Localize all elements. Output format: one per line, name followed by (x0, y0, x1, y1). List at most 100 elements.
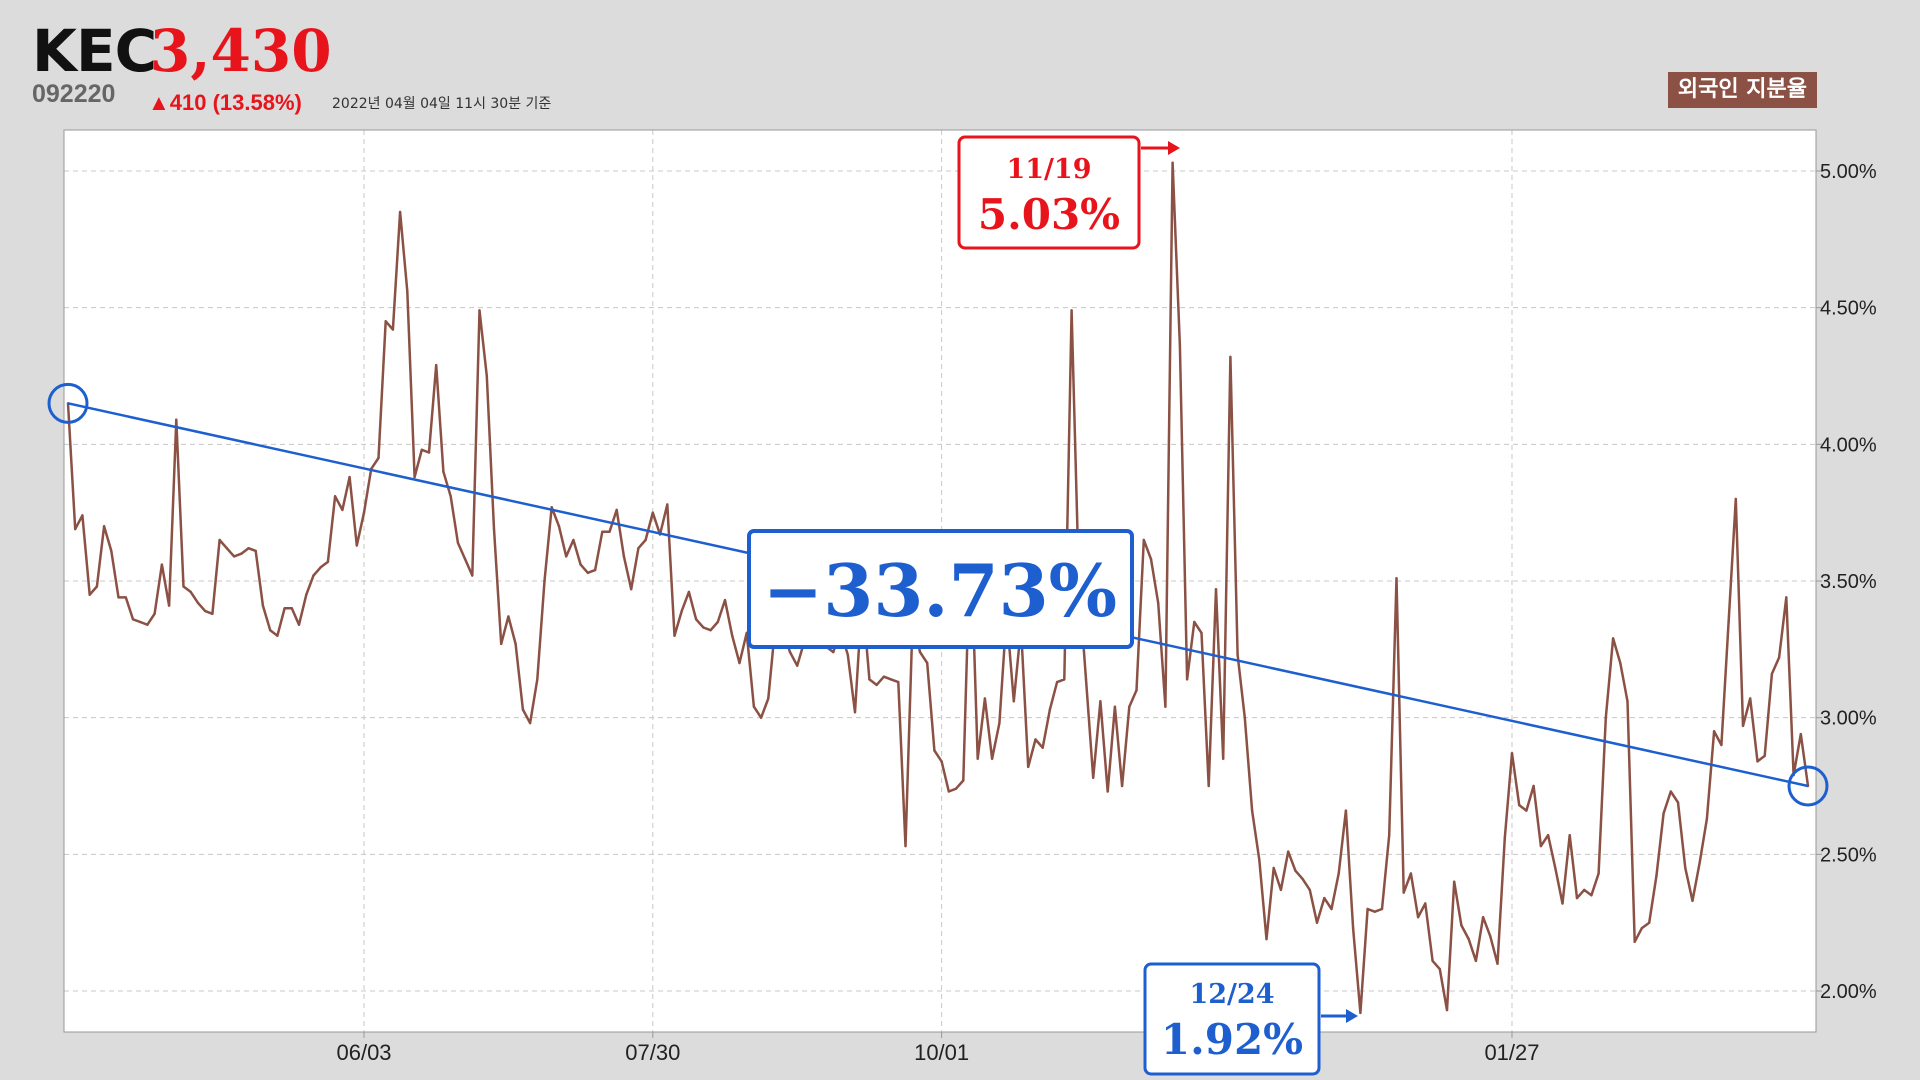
max-value-label: 5.03% (978, 190, 1120, 239)
data-point (471, 574, 474, 577)
trend-end-marker (1787, 765, 1829, 807)
data-point (1460, 924, 1463, 927)
data-point (1142, 538, 1146, 542)
data-point (962, 779, 965, 782)
data-point (1373, 910, 1377, 913)
data-point (1416, 916, 1420, 919)
data-point (398, 210, 402, 214)
data-point (1279, 888, 1283, 892)
data-point (1034, 738, 1037, 741)
data-point (153, 612, 156, 615)
data-point (1027, 765, 1030, 769)
data-point (1705, 817, 1709, 820)
data-point (637, 547, 640, 550)
data-point (1445, 1008, 1449, 1012)
price-change: ▲410 (13.58%) (148, 90, 302, 115)
data-point (442, 470, 445, 473)
data-point (1684, 866, 1687, 870)
data-point (528, 721, 532, 725)
data-point (1626, 700, 1629, 703)
data-point (752, 705, 756, 708)
data-point (1063, 678, 1066, 681)
data-point (882, 675, 886, 678)
series-line (66, 161, 1810, 1015)
x-tick-label: 01/27 (1484, 1040, 1539, 1065)
data-point (1308, 888, 1312, 892)
data-point (435, 363, 438, 367)
data-point (673, 634, 676, 637)
x-tick-label: 07/30 (625, 1040, 680, 1065)
y-tick-label: 3.50% (1820, 571, 1877, 593)
data-point (1337, 872, 1340, 875)
data-point (615, 508, 618, 512)
data-point (990, 757, 994, 760)
data-point (1554, 866, 1557, 870)
data-point (254, 549, 257, 553)
data-point (1323, 896, 1326, 900)
data-point (983, 697, 987, 700)
y-tick-label: 2.00% (1820, 981, 1877, 1003)
data-point (536, 678, 539, 681)
current-price: 3,430 (150, 17, 332, 85)
data-point (565, 555, 568, 558)
data-point (1539, 844, 1543, 848)
data-point (1691, 899, 1694, 902)
data-point (1467, 937, 1470, 941)
data-point (247, 547, 250, 550)
data-point (1741, 724, 1745, 728)
y-tick-label: 5.00% (1820, 161, 1877, 183)
data-point (131, 618, 135, 621)
data-point (1135, 689, 1138, 692)
data-point (680, 609, 683, 613)
data-point (1720, 743, 1723, 747)
data-point (507, 615, 510, 618)
grid-lines (64, 130, 1816, 1032)
data-point (1763, 754, 1766, 758)
data-point (630, 588, 633, 591)
data-point (341, 508, 344, 512)
data-point (1633, 940, 1636, 943)
data-point (1481, 916, 1485, 919)
data-point (550, 506, 553, 509)
data-point (1546, 834, 1550, 837)
as-of-timestamp: 2022년 04월 04일 11시 30분 기준 (332, 96, 552, 112)
data-point (81, 514, 84, 517)
data-point (1359, 1011, 1362, 1015)
data-point (456, 541, 460, 544)
min-annotation-box (1143, 962, 1321, 1076)
data-point (485, 374, 488, 378)
data-point (933, 749, 936, 752)
data-point (261, 604, 265, 607)
data-point (1380, 907, 1384, 911)
data-point (1431, 959, 1434, 963)
data-point (1366, 907, 1369, 911)
data-point (1489, 935, 1492, 938)
data-point (1583, 888, 1586, 892)
data-point (146, 623, 149, 626)
data-point (1113, 705, 1117, 708)
data-point (723, 598, 727, 602)
data-point (853, 711, 857, 714)
data-point (1676, 801, 1680, 804)
x-tick-label: 06/03 (336, 1040, 391, 1065)
data-point (348, 475, 351, 479)
data-point (1597, 872, 1600, 875)
data-point (102, 525, 106, 528)
data-point (1258, 858, 1261, 861)
change-annotation-box (747, 529, 1134, 649)
data-point (1611, 637, 1615, 640)
ticker-name: KEC (32, 17, 157, 85)
trend-start-marker (47, 382, 89, 424)
data-point (767, 697, 770, 700)
data-point (1048, 708, 1052, 711)
data-point (897, 680, 900, 684)
data-point (1315, 921, 1319, 924)
data-point (333, 495, 337, 498)
data-point (1236, 653, 1239, 656)
data-point (796, 664, 799, 667)
data-point (492, 527, 496, 531)
data-point (1532, 784, 1535, 788)
data-point (940, 760, 943, 763)
change-value-label: −33.73% (763, 548, 1117, 633)
data-point (182, 585, 185, 588)
